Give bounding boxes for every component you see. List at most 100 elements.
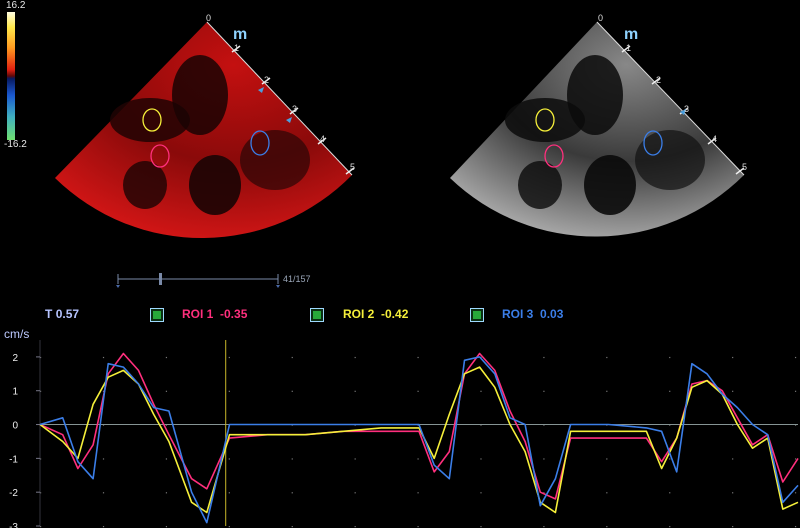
roi-2-readout: ROI 2 -0.42 [343, 307, 408, 321]
grid-dot [480, 424, 482, 426]
grid-dot [480, 526, 482, 528]
depth-label: 0 [206, 13, 212, 23]
orientation-mark-right: m [624, 26, 638, 43]
depth-label: 1 [234, 43, 240, 53]
grid-dot [354, 492, 356, 494]
grid-dot [732, 390, 734, 392]
grid-dot [732, 526, 734, 528]
grid-dot [40, 458, 42, 460]
grid-dot [669, 424, 671, 426]
roi-1-toggle[interactable] [150, 308, 164, 322]
roi-1-label: ROI 1 [182, 307, 214, 321]
roi-2-label: ROI 2 [343, 307, 375, 321]
grid-dot [794, 356, 797, 359]
grid-dot [794, 390, 797, 392]
grid-dot [354, 526, 356, 528]
color-scale-min-label: -16.2 [4, 139, 27, 150]
depth-label: 1 [626, 43, 632, 53]
y-tick-label: 2 [12, 353, 18, 364]
grid-dot [165, 458, 168, 460]
y-tick-label: -1 [9, 454, 18, 465]
grid-dot [40, 526, 42, 528]
grid-dot [228, 356, 230, 359]
grid-dot [543, 390, 545, 392]
bmode-sector[interactable] [450, 21, 745, 237]
grid-dot [794, 458, 797, 460]
grid-dot [165, 390, 168, 392]
grid-dot [669, 492, 671, 494]
grid-dot [480, 390, 482, 392]
grid-dot [165, 424, 168, 426]
grid-dot [417, 492, 419, 494]
time-value: 0.57 [55, 307, 80, 321]
grid-dot [102, 526, 105, 528]
grid-dot [669, 458, 671, 460]
grid-dot [480, 458, 482, 460]
color-doppler-sector[interactable] [55, 21, 355, 239]
grid-dot [669, 390, 671, 392]
grid-dot [794, 424, 797, 426]
grid-dot [606, 390, 608, 392]
roi-1-readout: ROI 1 -0.35 [182, 307, 247, 321]
grid-dot [102, 458, 105, 460]
y-tick-label: 0 [12, 421, 18, 432]
depth-label: 4 [320, 134, 326, 144]
grid-dot [732, 356, 734, 359]
grid-dot [102, 492, 105, 494]
grid-dot [794, 526, 797, 528]
grid-dot [417, 390, 419, 392]
grid-dot [228, 458, 230, 460]
roi-3-readout: ROI 3 0.03 [502, 307, 563, 321]
roi-1-marker [150, 144, 170, 168]
grid-dot [165, 526, 168, 528]
grid-dot [102, 390, 105, 392]
roi-3-toggle[interactable] [470, 308, 484, 322]
grid-dot [291, 356, 293, 359]
time-label: T [45, 307, 53, 321]
grid-dot [669, 526, 671, 528]
depth-label: 5 [742, 162, 748, 172]
color-scale-bar [7, 12, 15, 140]
grid-dot [291, 458, 293, 460]
grid-dot [40, 356, 42, 359]
roi-2-value: -0.42 [381, 307, 409, 321]
grid-dot [543, 492, 545, 494]
roi-2-marker [142, 108, 162, 132]
grid-dot [480, 492, 482, 494]
roi-2-toggle[interactable] [310, 308, 324, 322]
roi-3-value: 0.03 [540, 307, 564, 321]
grid-dot [354, 458, 356, 460]
grid-dot [291, 526, 293, 528]
grid-dot [543, 458, 545, 460]
frame-counter: 41/157 [283, 274, 311, 284]
series-line-roi-2 [39, 366, 799, 514]
roi-3-marker [250, 130, 270, 156]
timeline-scrubber[interactable] [110, 268, 290, 290]
grid-dot [543, 526, 545, 528]
grid-dot [102, 356, 105, 359]
time-readout: T 0.57 [45, 307, 79, 321]
color-scale-max-label: 16.2 [6, 0, 26, 11]
depth-label: 2 [264, 75, 270, 85]
grid-dot [228, 390, 230, 392]
grid-dot [165, 356, 168, 359]
depth-label: 0 [598, 13, 604, 23]
grid-dot [102, 424, 105, 426]
grid-dot [543, 424, 545, 426]
y-tick-label: -2 [9, 488, 18, 499]
grid-dot [40, 390, 42, 392]
grid-dot [732, 424, 734, 426]
grid-dot [732, 492, 734, 494]
y-tick-label: -3 [9, 522, 18, 528]
grid-dot [291, 492, 293, 494]
depth-label: 2 [656, 75, 662, 85]
depth-label: 3 [684, 104, 690, 114]
orientation-mark-left: m [233, 26, 247, 43]
velocity-chart[interactable]: 2 1 0 -1 -2 -3 [0, 340, 800, 528]
roi-1-value: -0.35 [220, 307, 248, 321]
timeline-handle [159, 273, 162, 285]
grid-dot [417, 526, 419, 528]
ultrasound-views [55, 21, 745, 239]
grid-dot [417, 458, 419, 460]
grid-dot [228, 492, 230, 494]
